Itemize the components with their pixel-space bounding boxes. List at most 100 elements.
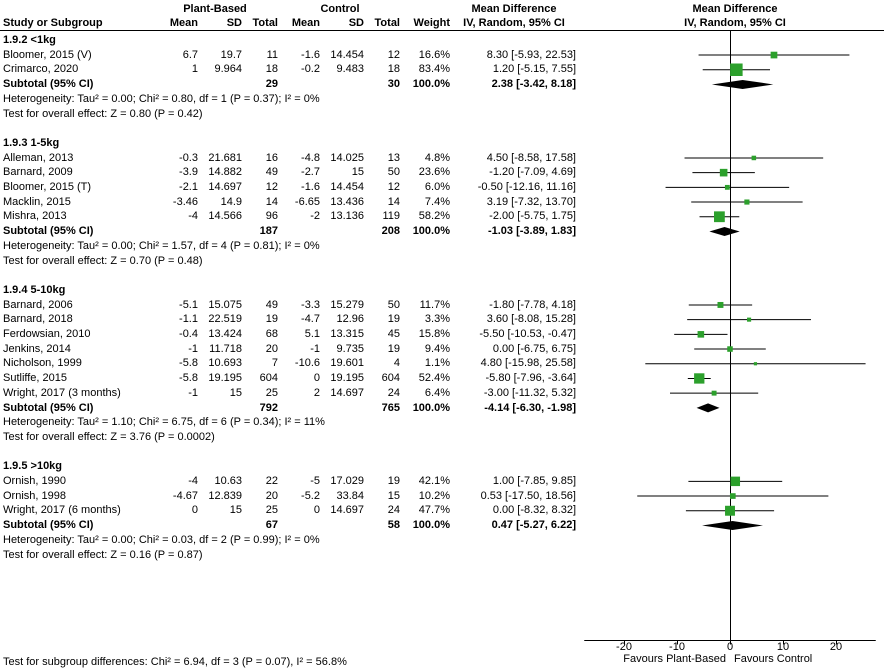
pb-sd: 9.964: [214, 63, 242, 76]
pb-sd: 19.195: [208, 372, 242, 385]
pb-mean: -5.1: [179, 298, 198, 311]
ctrl-mean: -6.65: [294, 195, 320, 208]
subtotal-ci-text: 2.38 [-3.42, 8.18]: [491, 78, 576, 91]
ctrl-sd: 13.436: [330, 195, 364, 208]
pb-total: 96: [265, 210, 278, 223]
study-row: Bloomer, 2015 (V) 6.7 19.7 11 -1.6 14.454 12 16…: [0, 48, 884, 63]
ci-text: -1.80 [-7.78, 4.18]: [489, 298, 576, 311]
ctrl-total: 13: [387, 151, 400, 164]
ctrl-sd-column-header: SD: [348, 17, 364, 29]
study-weight: 1.1%: [424, 357, 450, 370]
subgroup-header-row: 1.9.3 1-5kg: [0, 136, 884, 151]
study-name: Barnard, 2009: [3, 166, 73, 179]
pb-mean: -1: [188, 342, 198, 355]
subtotal-label: Subtotal (95% CI): [3, 519, 94, 532]
ctrl-sd: 13.136: [330, 210, 364, 223]
pb-mean: -3.46: [172, 195, 198, 208]
study-weight: 47.7%: [418, 504, 450, 517]
study-row: Barnard, 2009 -3.9 14.882 49 -2.7 15 50 23.6% -1…: [0, 165, 884, 180]
ctrl-total: 4: [393, 357, 400, 370]
ctrl-total: 604: [381, 372, 400, 385]
study-weight: 9.4%: [424, 342, 450, 355]
ctrl-sd: 15: [351, 166, 364, 179]
subgroup-differences-note: Test for subgroup differences: Chi² = 6.…: [3, 656, 347, 668]
ci-text: -1.20 [-7.09, 4.69]: [489, 166, 576, 179]
effect-column-header: IV, Random, 95% CI: [463, 17, 565, 29]
study-column-header: Study or Subgroup: [3, 17, 103, 29]
ctrl-sd: 9.735: [336, 342, 364, 355]
study-weight: 23.6%: [418, 166, 450, 179]
pb-total: 19: [265, 313, 278, 326]
pb-total: 604: [259, 372, 278, 385]
study-weight: 4.8%: [424, 151, 450, 164]
axis-tick-label: 0: [726, 641, 734, 653]
ctrl-total: 19: [387, 475, 400, 487]
study-name: Wright, 2017 (3 months): [3, 386, 121, 399]
ctrl-total: 12: [387, 181, 400, 193]
pb-mean: -5.8: [179, 357, 198, 370]
ci-text: 8.30 [-5.93, 22.53]: [486, 48, 576, 61]
subtotal-label: Subtotal (95% CI): [3, 78, 94, 91]
ctrl-mean: -2: [310, 210, 320, 223]
pb-mean: 1: [191, 63, 198, 76]
subtotal-weight: 100.0%: [412, 78, 450, 91]
pb-sd: 21.681: [208, 151, 242, 164]
axis-tick-label: 10: [776, 641, 790, 653]
ctrl-total: 14: [387, 195, 400, 208]
pb-total: 20: [265, 489, 278, 502]
pb-total: 12: [265, 181, 278, 193]
study-name: Jenkins, 2014: [3, 342, 71, 355]
header-row-groups: Plant-Based Control Mean Difference Mean…: [0, 2, 884, 17]
ctrl-total: 12: [387, 48, 400, 61]
ci-text: -3.00 [-11.32, 5.32]: [483, 386, 576, 399]
ctrl-sd: 14.454: [330, 181, 364, 193]
subtotal-ci-text: -1.03 [-3.89, 1.83]: [487, 225, 576, 238]
pb-total: 49: [265, 166, 278, 179]
pb-sd: 14.697: [208, 181, 242, 193]
ctrl-sd: 13.315: [330, 328, 364, 340]
ctrl-mean: 2: [313, 386, 320, 399]
subtotal-ctrl-total: 765: [381, 401, 400, 414]
subtotal-row: Subtotal (95% CI) 792 765 100.0% -4.14 [-6.3…: [0, 401, 884, 416]
study-row: Bloomer, 2015 (T) -2.1 14.697 12 -1.6 14.454 1…: [0, 180, 884, 195]
pb-sd: 22.519: [208, 313, 242, 326]
ci-text: 0.00 [-6.75, 6.75]: [492, 342, 576, 355]
overall-effect-row: Test for overall effect: Z = 0.16 (P = 0…: [0, 548, 884, 563]
pb-sd: 10.693: [208, 357, 242, 370]
study-row: Jenkins, 2014 -1 11.718 20 -1 9.735 19 9.4% 0.00…: [0, 342, 884, 357]
pb-total: 14: [265, 195, 278, 208]
study-row: Ornish, 1990 -4 10.63 22 -5 17.029 19 42.1% 1.00…: [0, 474, 884, 489]
heterogeneity-note: Heterogeneity: Tau² = 1.10; Chi² = 6.75,…: [3, 416, 325, 429]
overall-effect-row: Test for overall effect: Z = 0.80 (P = 0…: [0, 107, 884, 122]
ctrl-sd: 33.84: [336, 489, 364, 502]
overall-effect-row: Test for overall effect: Z = 3.76 (P = 0…: [0, 430, 884, 445]
study-row: Macklin, 2015 -3.46 14.9 14 -6.65 13.436 14 7.4…: [0, 195, 884, 210]
plant-based-group-header: Plant-Based: [183, 3, 247, 15]
study-row: Mishra, 2013 -4 14.566 96 -2 13.136 119 58.2% -2…: [0, 209, 884, 224]
ctrl-mean: -2.7: [301, 166, 320, 179]
heterogeneity-row: Heterogeneity: Tau² = 0.00; Chi² = 1.57,…: [0, 239, 884, 254]
pb-mean: -4: [188, 475, 198, 487]
ctrl-mean: -1: [310, 342, 320, 355]
ctrl-total: 50: [387, 298, 400, 311]
ctrl-sd: 9.483: [336, 63, 364, 76]
ctrl-sd: 19.601: [330, 357, 364, 370]
study-name: Bloomer, 2015 (T): [3, 181, 92, 193]
ctrl-sd: 15.279: [330, 298, 364, 311]
ci-text: -5.80 [-7.96, -3.64]: [485, 372, 577, 385]
ci-text: 0.00 [-8.32, 8.32]: [492, 504, 576, 517]
heterogeneity-row: Heterogeneity: Tau² = 0.00; Chi² = 0.03,…: [0, 533, 884, 548]
overall-effect-row: Test for overall effect: Z = 0.70 (P = 0…: [0, 254, 884, 269]
ctrl-total-column-header: Total: [374, 17, 400, 29]
subgroup-label: 1.9.2 <1kg: [3, 34, 56, 46]
study-row: Barnard, 2018 -1.1 22.519 19 -4.7 12.96 19 3.3%…: [0, 312, 884, 327]
subtotal-label: Subtotal (95% CI): [3, 401, 94, 414]
ctrl-mean: -5.2: [301, 489, 320, 502]
pb-sd: 14.566: [208, 210, 242, 223]
subtotal-ctrl-total: 208: [381, 225, 400, 238]
ctrl-total: 50: [387, 166, 400, 179]
subtotal-pb-total: 187: [259, 225, 278, 238]
study-row: Crimarco, 2020 1 9.964 18 -0.2 9.483 18 83.4% 1.…: [0, 62, 884, 77]
study-name: Ornish, 1990: [3, 475, 66, 487]
pb-total: 25: [265, 504, 278, 517]
